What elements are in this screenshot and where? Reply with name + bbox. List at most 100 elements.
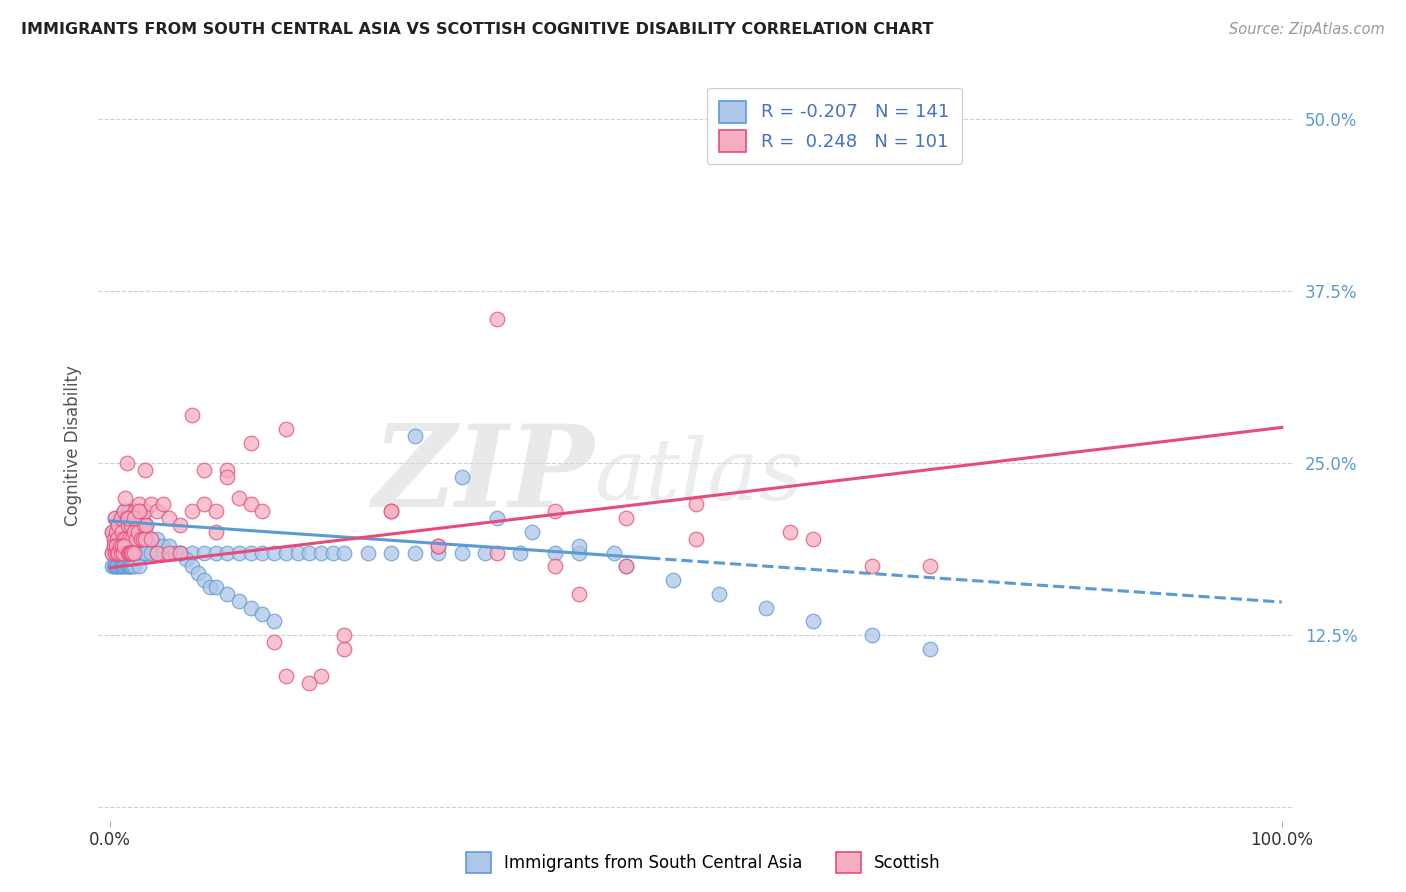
Point [568,539,591,553]
Point [107,545,129,559]
Point [135,518,157,533]
Point [309,545,332,559]
Point [228,545,250,559]
Point [120,511,141,525]
Point [239,498,262,512]
Point [485,311,508,326]
Point [104,511,127,525]
Point [108,559,131,574]
Point [131,545,153,559]
Point [117,518,139,533]
Point [204,524,226,539]
Point [103,539,125,553]
Point [404,428,426,442]
Point [128,559,150,574]
Point [228,593,250,607]
Point [122,524,145,539]
Point [134,545,156,559]
Text: ZIP: ZIP [373,420,595,532]
Point [122,545,145,559]
Point [152,545,174,559]
Point [141,532,163,546]
Point [146,545,169,559]
Point [105,524,128,539]
Point [920,641,942,656]
Point [120,511,141,525]
Point [105,539,128,553]
Point [125,545,148,559]
Point [380,504,402,518]
Point [121,532,143,546]
Point [111,539,134,553]
Point [107,518,129,533]
Point [118,559,141,574]
Point [193,545,215,559]
Point [127,524,149,539]
Point [128,504,150,518]
Point [141,532,163,546]
Point [309,669,332,683]
Point [129,545,152,559]
Point [131,511,153,525]
Point [152,498,174,512]
Point [108,539,131,553]
Text: Source: ZipAtlas.com: Source: ZipAtlas.com [1229,22,1385,37]
Point [120,545,141,559]
Point [117,545,139,559]
Point [427,539,450,553]
Point [112,545,135,559]
Point [134,524,156,539]
Point [112,532,135,546]
Point [121,539,143,553]
Point [107,545,129,559]
Y-axis label: Cognitive Disability: Cognitive Disability [65,366,83,526]
Point [122,504,145,518]
Point [101,524,124,539]
Point [101,559,124,574]
Point [124,545,146,559]
Point [127,524,149,539]
Point [509,545,531,559]
Point [128,504,150,518]
Point [132,532,155,546]
Point [169,545,191,559]
Legend: Immigrants from South Central Asia, Scottish: Immigrants from South Central Asia, Scot… [458,846,948,880]
Point [333,545,356,559]
Point [131,511,153,525]
Point [118,545,141,559]
Point [110,545,132,559]
Point [134,532,156,546]
Point [274,545,297,559]
Point [110,545,132,559]
Point [122,524,145,539]
Point [169,545,191,559]
Text: IMMIGRANTS FROM SOUTH CENTRAL ASIA VS SCOTTISH COGNITIVE DISABILITY CORRELATION : IMMIGRANTS FROM SOUTH CENTRAL ASIA VS SC… [21,22,934,37]
Point [181,545,204,559]
Point [134,504,156,518]
Point [181,408,204,422]
Point [404,545,426,559]
Point [614,559,637,574]
Point [112,559,135,574]
Point [128,545,150,559]
Point [127,545,149,559]
Point [127,511,149,525]
Point [520,524,543,539]
Point [709,587,731,601]
Point [134,463,156,477]
Point [157,545,180,559]
Point [614,559,637,574]
Point [104,559,127,574]
Point [111,524,134,539]
Point [298,676,321,690]
Point [228,491,250,505]
Point [380,504,402,518]
Point [105,532,128,546]
Point [134,532,156,546]
Point [115,559,138,574]
Point [111,559,134,574]
Point [157,511,180,525]
Point [568,545,591,559]
Point [104,511,127,525]
Point [121,532,143,546]
